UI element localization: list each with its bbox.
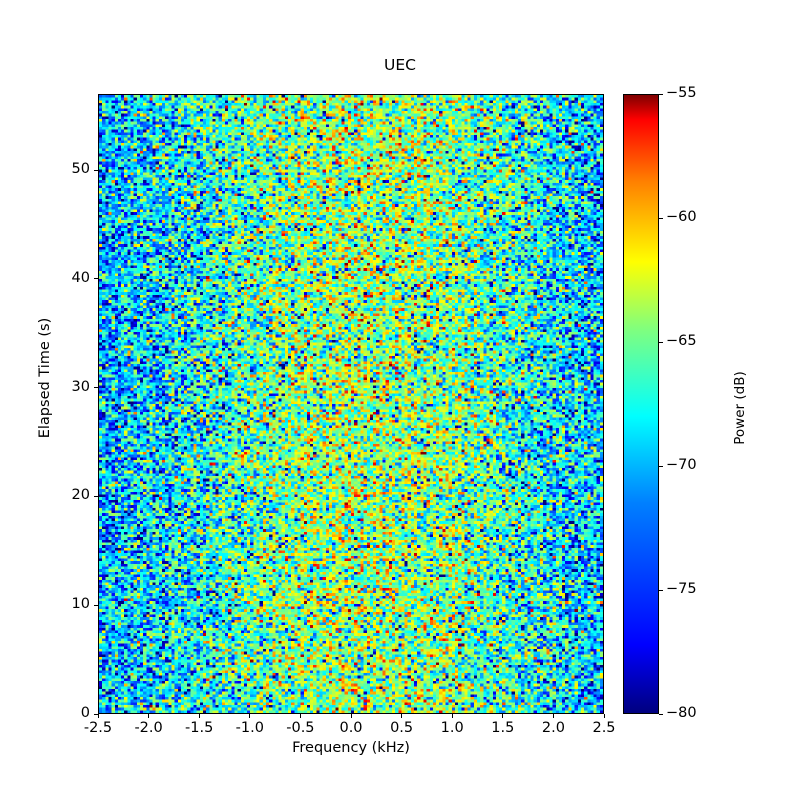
x-axis-label: Frequency (kHz) bbox=[292, 740, 410, 756]
x-tick-label: 1.5 bbox=[491, 720, 515, 736]
y-tick-label: 40 bbox=[71, 269, 90, 286]
x-tick-label: 2.5 bbox=[592, 720, 616, 736]
x-tick-mark bbox=[502, 714, 504, 718]
colorbar-tick-mark bbox=[659, 341, 663, 343]
x-tick-label: -2.5 bbox=[83, 720, 113, 736]
y-tick-mark bbox=[94, 387, 98, 389]
spectrogram-image bbox=[99, 95, 603, 713]
colorbar-tick-mark bbox=[659, 465, 663, 467]
title-line-station: UEC bbox=[384, 56, 416, 74]
x-tick-label: 0.0 bbox=[339, 720, 363, 736]
y-tick-label-wrap: 20 bbox=[40, 487, 90, 505]
colorbar-tick-label: −65 bbox=[666, 333, 697, 349]
spectrogram-axes bbox=[98, 94, 604, 714]
colorbar-tick-label: −70 bbox=[666, 457, 697, 473]
x-tick-label: 0.5 bbox=[390, 720, 414, 736]
colorbar-tick-mark bbox=[659, 713, 663, 715]
x-tick-mark bbox=[552, 714, 554, 718]
x-tick-label: 1.0 bbox=[440, 720, 464, 736]
y-tick-label-wrap: 40 bbox=[40, 270, 90, 288]
y-tick-label-wrap: 30 bbox=[40, 379, 90, 397]
x-tick-label: -2.0 bbox=[134, 720, 163, 736]
x-tick-mark bbox=[299, 714, 301, 718]
colorbar-label: Power (dB) bbox=[732, 371, 748, 445]
y-tick-label: 50 bbox=[71, 161, 90, 178]
x-tick-mark bbox=[350, 714, 352, 718]
x-tick-mark bbox=[97, 714, 99, 718]
y-axis-label: Elapsed Time (s) bbox=[37, 317, 53, 439]
x-tick-mark bbox=[451, 714, 453, 718]
colorbar-tick-mark bbox=[659, 589, 663, 591]
y-tick-mark bbox=[94, 278, 98, 280]
y-tick-label: 0 bbox=[80, 705, 90, 721]
colorbar-tick-label: −55 bbox=[666, 85, 697, 101]
x-tick-label: -1.0 bbox=[235, 720, 264, 736]
colorbar-gradient bbox=[623, 94, 659, 714]
y-tick-label-wrap: 0 bbox=[40, 705, 90, 723]
x-tick-label: 2.0 bbox=[541, 720, 565, 736]
y-tick-label-wrap: 10 bbox=[40, 596, 90, 614]
y-tick-label-wrap: 50 bbox=[40, 161, 90, 179]
x-tick-mark bbox=[198, 714, 200, 718]
colorbar-tick-mark bbox=[659, 93, 663, 95]
x-tick-mark bbox=[249, 714, 251, 718]
colorbar-tick-label: −80 bbox=[666, 705, 697, 721]
y-tick-label: 30 bbox=[71, 378, 90, 395]
y-tick-label: 10 bbox=[71, 596, 90, 613]
colorbar-tick-label: −75 bbox=[666, 581, 697, 597]
x-tick-mark bbox=[603, 714, 605, 718]
y-tick-mark bbox=[94, 495, 98, 497]
colorbar-tick-label: −60 bbox=[666, 209, 697, 225]
y-tick-mark bbox=[94, 604, 98, 606]
y-tick-mark bbox=[94, 169, 98, 171]
y-tick-label: 20 bbox=[71, 487, 90, 504]
x-tick-mark bbox=[148, 714, 150, 718]
x-tick-mark bbox=[401, 714, 403, 718]
x-tick-label: -1.5 bbox=[185, 720, 214, 736]
y-tick-mark bbox=[94, 713, 98, 715]
x-tick-label: -0.5 bbox=[286, 720, 315, 736]
colorbar-tick-mark bbox=[659, 217, 663, 219]
